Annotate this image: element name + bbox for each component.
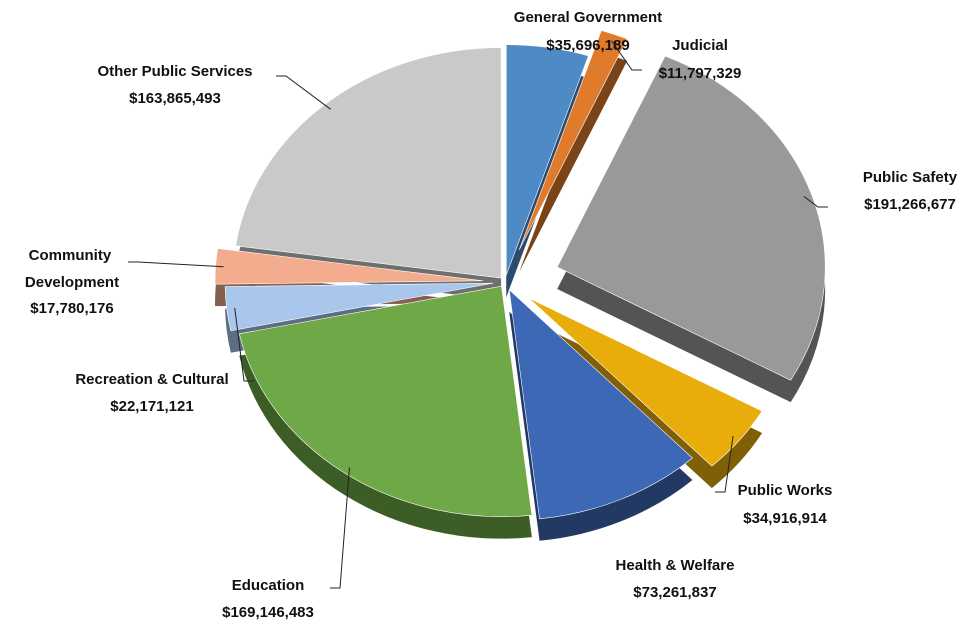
- label-public-works-value: $34,916,914: [743, 510, 827, 527]
- leader-other-public-services: [276, 75, 331, 110]
- slice-public-safety: [556, 55, 826, 381]
- slice-recreation-cultural: [224, 282, 494, 332]
- slice-other-public-services: [235, 47, 502, 279]
- slice-public-works: [528, 297, 763, 467]
- label-community-development-line1: Community: [29, 247, 112, 264]
- slice-health-welfare: [508, 289, 693, 520]
- leader-lines: [128, 40, 828, 589]
- label-recreation-cultural-value: $22,171,121: [110, 398, 193, 415]
- label-other-public-services-value: $163,865,493: [129, 90, 221, 107]
- leader-community-development: [128, 261, 224, 268]
- slice-depth-judicial: [519, 52, 628, 272]
- leader-judicial: [611, 40, 642, 71]
- label-recreation-cultural-name: Recreation & Cultural: [75, 371, 228, 388]
- slice-layer: [214, 30, 826, 520]
- label-public-safety-value: $191,266,677: [864, 196, 956, 213]
- label-general-government-value: $35,696,189: [546, 37, 629, 54]
- slice-education: [238, 285, 533, 517]
- slice-judicial: [518, 30, 628, 250]
- label-health-welfare-value: $73,261,837: [633, 584, 716, 601]
- label-education-name: Education: [232, 577, 305, 594]
- label-public-safety-name: Public Safety: [863, 169, 958, 186]
- label-public-works-name: Public Works: [738, 482, 833, 499]
- leader-public-safety: [803, 195, 828, 208]
- label-community-development-line2: Development: [25, 274, 119, 291]
- label-education-value: $169,146,483: [222, 604, 314, 621]
- leader-education: [330, 467, 350, 589]
- label-judicial-value: $11,797,329: [659, 65, 742, 82]
- label-general-government-name: General Government: [514, 9, 662, 26]
- label-other-public-services-name: Other Public Services: [97, 63, 252, 80]
- data-labels: General Government $35,696,189 Judicial …: [25, 9, 958, 621]
- slice-general-government: [505, 44, 589, 276]
- label-community-development-name: Community Development: [25, 247, 119, 291]
- leader-public-works: [715, 435, 734, 493]
- label-judicial-name: Judicial: [672, 37, 728, 54]
- leader-recreation-cultural: [234, 307, 254, 382]
- label-health-welfare-name: Health & Welfare: [616, 557, 735, 574]
- label-community-development-value: $17,780,176: [30, 300, 113, 317]
